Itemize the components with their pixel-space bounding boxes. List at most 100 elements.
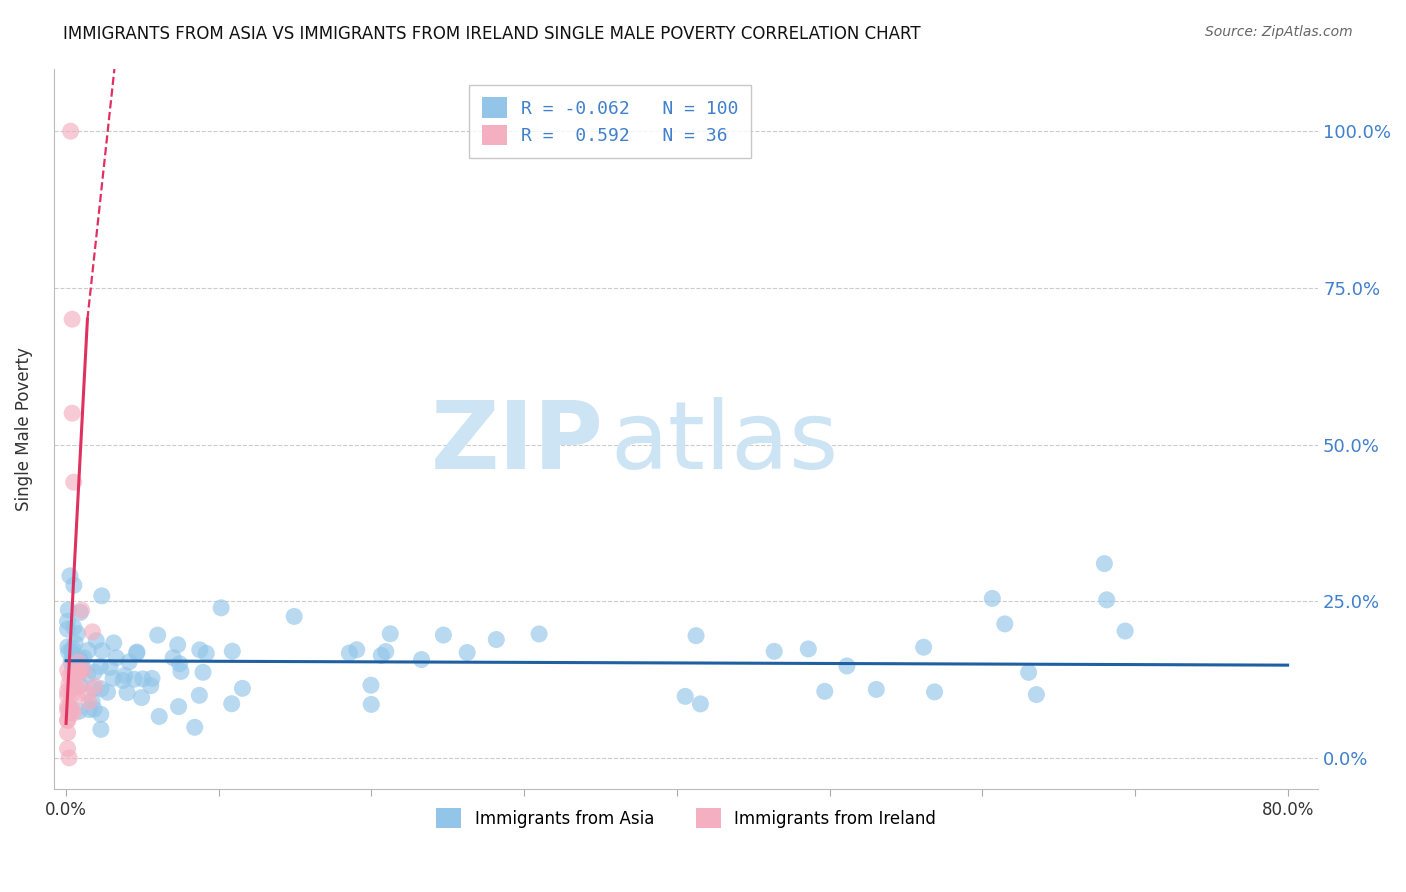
Point (77, 643, 100, 657)
Point (91, 643, 114, 657)
Point (56, 622, 79, 636)
Point (58, 677, 80, 691)
Point (62, 650, 84, 665)
Point (101, 671, 124, 685)
Point (62, 475, 84, 490)
Point (105, 650, 128, 665)
Point (90, 707, 112, 722)
Point (79, 703, 101, 717)
Point (67, 655, 90, 669)
Point (411, 652, 433, 666)
Point (56, 663, 79, 677)
Point (685, 629, 707, 643)
Point (56, 684, 79, 698)
Point (370, 648, 392, 663)
Point (59, 124, 82, 138)
Point (59, 669, 82, 683)
Point (58, 603, 80, 617)
Point (865, 682, 887, 697)
Point (912, 640, 935, 655)
Point (82, 624, 104, 639)
Point (103, 636, 125, 650)
Point (374, 644, 396, 658)
Y-axis label: Single Male Poverty: Single Male Poverty (15, 347, 32, 511)
Point (169, 657, 191, 671)
Point (1092, 557, 1115, 571)
Point (83, 665, 105, 680)
Point (56, 703, 79, 717)
Point (188, 689, 211, 703)
Point (67, 704, 90, 718)
Point (60, 406, 83, 420)
Point (62, 620, 84, 634)
Point (83, 680, 105, 694)
Text: IMMIGRANTS FROM ASIA VS IMMIGRANTS FROM IRELAND SINGLE MALE POVERTY CORRELATION : IMMIGRANTS FROM ASIA VS IMMIGRANTS FROM … (63, 25, 921, 43)
Point (183, 720, 205, 734)
Point (83, 681, 105, 696)
Point (96, 685, 118, 699)
Point (62, 706, 84, 720)
Point (65, 688, 87, 702)
Point (689, 697, 711, 711)
Point (69, 606, 91, 620)
Point (84, 633, 107, 648)
Point (58, 700, 80, 714)
Point (188, 643, 211, 657)
Point (167, 699, 190, 714)
Point (56, 713, 79, 727)
Point (62, 669, 84, 683)
Point (98, 660, 121, 674)
Point (63, 636, 86, 650)
Point (141, 672, 163, 686)
Legend: Immigrants from Asia, Immigrants from Ireland: Immigrants from Asia, Immigrants from Ir… (429, 801, 942, 835)
Point (69, 664, 91, 678)
Point (337, 646, 360, 660)
Point (63, 679, 86, 693)
Point (76, 686, 98, 700)
Point (58, 751, 80, 765)
Point (360, 678, 382, 692)
Point (82, 694, 104, 708)
Point (56, 615, 79, 629)
Point (432, 628, 454, 642)
Point (221, 644, 243, 658)
Point (131, 690, 153, 705)
Point (59, 569, 82, 583)
Point (60, 312, 83, 326)
Point (58, 706, 80, 720)
Point (56, 725, 79, 739)
Point (60, 688, 83, 702)
Point (162, 650, 184, 665)
Point (485, 632, 508, 647)
Point (90, 589, 112, 603)
Point (90, 723, 112, 737)
Point (69, 651, 91, 665)
Point (1018, 665, 1040, 680)
Point (89, 659, 111, 673)
Point (170, 665, 193, 679)
Point (994, 616, 1017, 631)
Point (69, 678, 91, 692)
Point (139, 679, 162, 693)
Point (62, 681, 84, 695)
Point (814, 684, 837, 698)
Point (380, 627, 402, 641)
Point (114, 668, 136, 682)
Point (283, 609, 305, 624)
Point (346, 642, 368, 657)
Point (56, 714, 79, 728)
Point (118, 655, 141, 669)
Text: Source: ZipAtlas.com: Source: ZipAtlas.com (1205, 25, 1353, 39)
Point (191, 665, 214, 680)
Point (835, 659, 858, 673)
Point (360, 698, 382, 712)
Point (221, 697, 243, 711)
Point (125, 646, 148, 660)
Point (527, 627, 550, 641)
Point (70, 603, 93, 617)
Text: ZIP: ZIP (430, 397, 603, 490)
Point (60, 702, 83, 716)
Point (66, 665, 89, 680)
Point (56, 699, 79, 714)
Point (115, 686, 138, 700)
